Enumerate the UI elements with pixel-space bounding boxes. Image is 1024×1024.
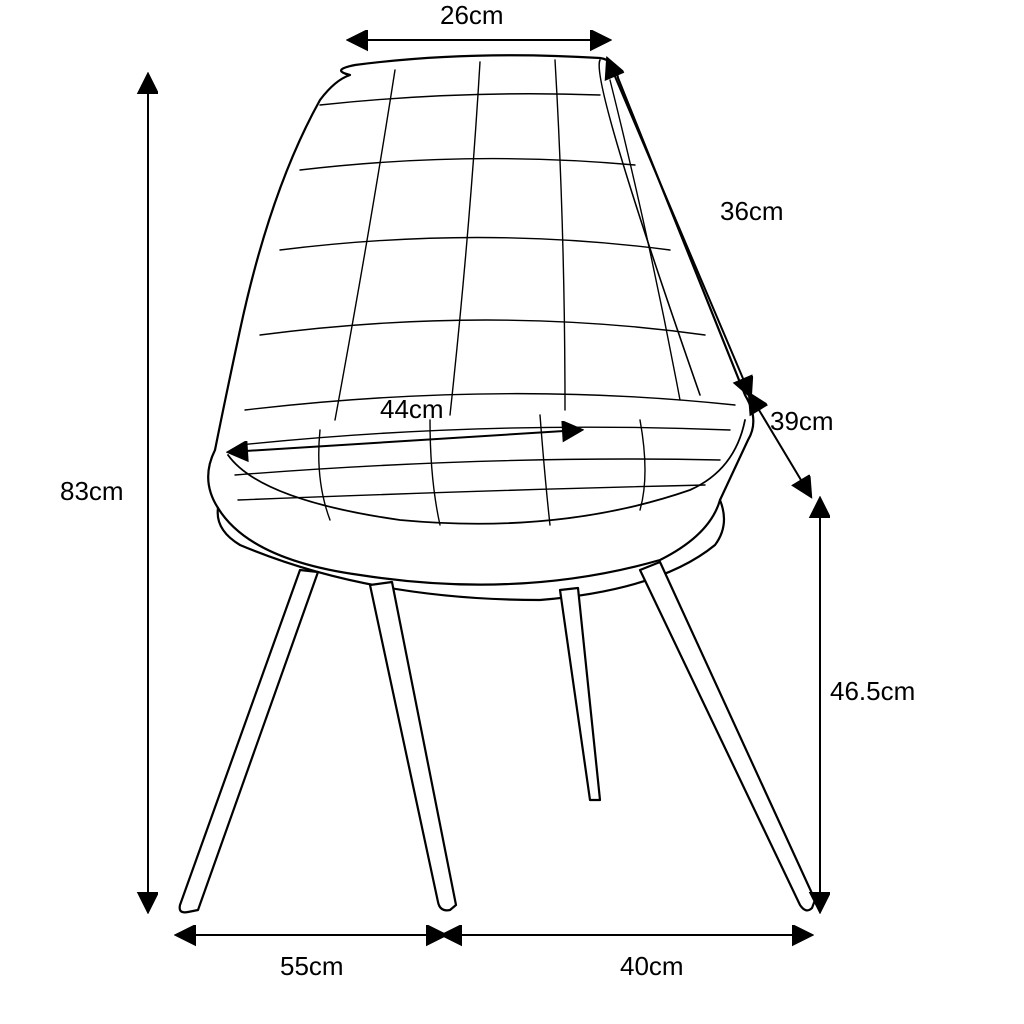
- label-depth-floor: 55cm: [280, 951, 344, 981]
- label-back-edge: 36cm: [720, 196, 784, 226]
- label-seat-height: 46.5cm: [830, 676, 915, 706]
- chair-body: [208, 55, 753, 600]
- label-top-width: 26cm: [440, 0, 504, 30]
- label-seat-width: 44cm: [380, 394, 444, 424]
- label-seat-depth-right: 39cm: [770, 406, 834, 436]
- label-width-floor: 40cm: [620, 951, 684, 981]
- chair-dimension-diagram: 26cm 36cm 39cm 46.5cm 44cm 83cm 55cm 40c…: [0, 0, 1024, 1024]
- chair-legs: [180, 562, 815, 912]
- label-total-height: 83cm: [60, 476, 124, 506]
